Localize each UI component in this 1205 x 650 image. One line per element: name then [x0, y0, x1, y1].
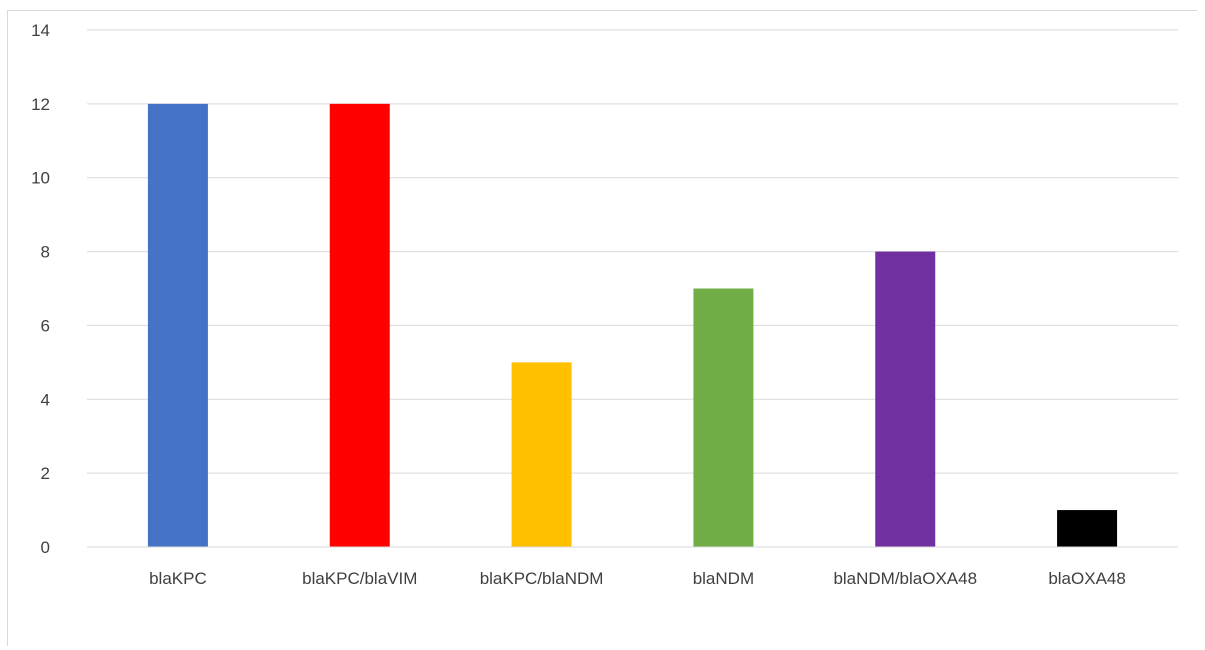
y-tick-label: 4: [41, 390, 50, 409]
chart-area: [7, 10, 1197, 646]
bars: [147, 103, 1118, 548]
bar: [329, 103, 390, 547]
y-tick-label: 2: [41, 464, 50, 483]
y-tick-label: 6: [41, 316, 50, 335]
y-axis-ticks: 0 2 4 6 8 10 12 14: [31, 21, 50, 557]
bar: [693, 288, 754, 547]
x-axis-labels: blaKPC blaKPC/blaVIM blaKPC/blaNDM blaNDM bl…: [149, 569, 1126, 588]
gridlines: [87, 29, 1178, 474]
y-tick-label: 8: [41, 243, 50, 262]
bar: [875, 251, 936, 548]
y-tick-label: 14: [31, 21, 50, 40]
x-category-label: blaKPC/blaVIM: [302, 569, 417, 588]
x-category-label: blaOXA48: [1048, 569, 1126, 588]
x-category-label: blaKPC/blaNDM: [480, 569, 604, 588]
y-tick-label: 10: [31, 169, 50, 188]
x-category-label: blaKPC: [149, 569, 207, 588]
bar: [511, 362, 572, 547]
bar: [147, 103, 208, 547]
x-category-label: blaNDM: [693, 569, 754, 588]
bar: [1057, 510, 1118, 547]
y-tick-label: 0: [41, 538, 50, 557]
x-category-label: blaNDM/blaOXA48: [833, 569, 977, 588]
y-tick-label: 12: [31, 95, 50, 114]
